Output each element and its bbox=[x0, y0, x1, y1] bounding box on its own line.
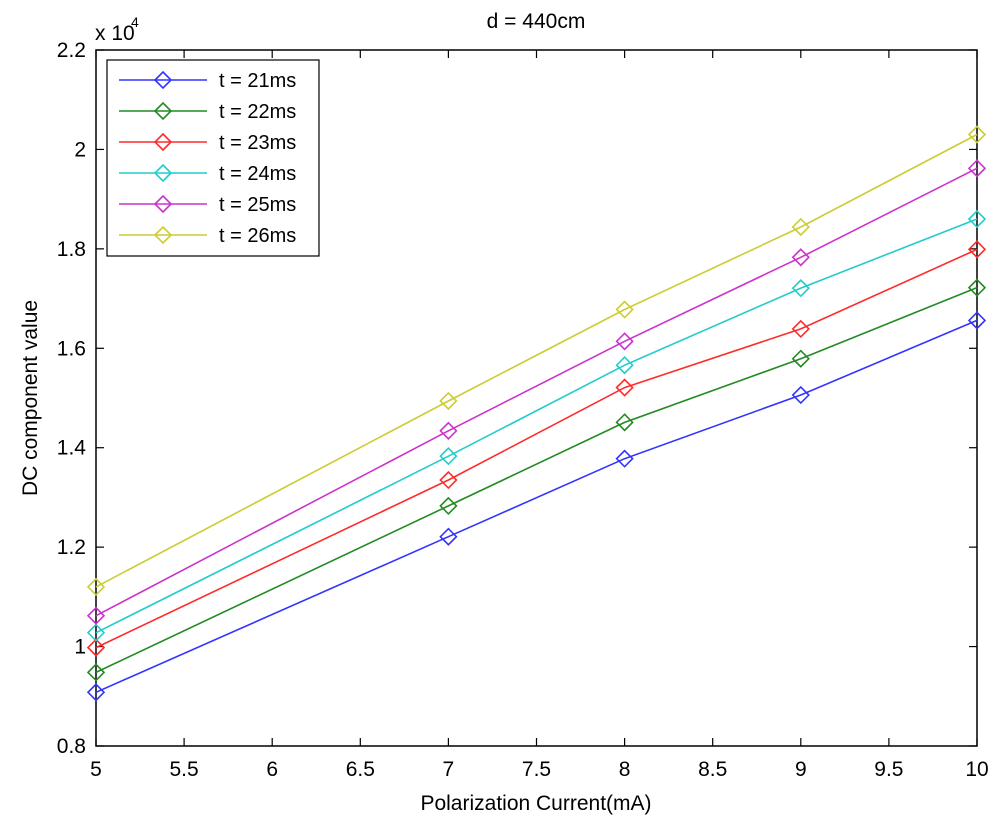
data-point bbox=[615, 356, 634, 375]
legend-label: t = 25ms bbox=[219, 194, 296, 216]
series-6 bbox=[86, 125, 987, 597]
legend-marker bbox=[153, 225, 173, 245]
y-exponent: x 10 4 bbox=[95, 14, 139, 45]
data-point bbox=[615, 449, 634, 468]
x-tick-label: 9 bbox=[795, 758, 807, 781]
y-tick-label: 1.2 bbox=[57, 536, 86, 559]
y-tick-label: 1.4 bbox=[57, 437, 87, 460]
data-point bbox=[791, 278, 810, 298]
series-2 bbox=[86, 278, 987, 682]
y-tick-label: 2 bbox=[74, 138, 86, 161]
y-exponent-power: 4 bbox=[131, 14, 139, 30]
x-tick-label: 5.5 bbox=[169, 758, 198, 781]
data-point bbox=[615, 332, 634, 351]
series-line bbox=[95, 167, 978, 617]
data-point bbox=[791, 217, 810, 237]
y-axis-label: DC component value bbox=[19, 300, 42, 496]
series-1 bbox=[86, 311, 987, 702]
legend-label: t = 26ms bbox=[219, 225, 296, 247]
legend-item: t = 24ms bbox=[119, 163, 296, 185]
series-3 bbox=[86, 240, 987, 657]
legend-label: t = 21ms bbox=[219, 70, 296, 92]
x-tick-label: 6.5 bbox=[346, 758, 375, 781]
x-tick-label: 7 bbox=[443, 758, 455, 781]
x-tick-label: 9.5 bbox=[874, 758, 903, 781]
legend-item: t = 25ms bbox=[119, 194, 296, 216]
x-tick-label: 5 bbox=[90, 758, 102, 781]
data-point bbox=[86, 638, 106, 657]
data-point bbox=[86, 606, 106, 625]
x-tick-label: 8 bbox=[619, 758, 631, 781]
y-axis-ticks: 0.8 1 1.2 1.4 1.6 1.8 2 2.2 bbox=[57, 39, 977, 758]
data-point bbox=[439, 421, 458, 440]
data-point bbox=[967, 311, 987, 330]
y-tick-label: 1.6 bbox=[57, 337, 86, 360]
legend-marker bbox=[153, 70, 173, 90]
x-axis-ticks: 5 5.5 6 6.5 7 7.5 8 8.5 9 9.5 10 bbox=[90, 50, 989, 781]
data-point bbox=[439, 527, 458, 546]
legend-label: t = 24ms bbox=[219, 163, 296, 185]
data-point bbox=[439, 496, 458, 516]
legend-box bbox=[106, 59, 320, 257]
legend-item: t = 22ms bbox=[119, 101, 296, 123]
data-point bbox=[439, 391, 458, 411]
data-point bbox=[439, 447, 458, 466]
x-tick-label: 10 bbox=[965, 758, 988, 781]
data-point bbox=[967, 125, 987, 144]
x-tick-label: 6 bbox=[266, 758, 278, 781]
series-line bbox=[95, 286, 978, 674]
series-4 bbox=[86, 209, 987, 642]
y-tick-label: 1.8 bbox=[57, 238, 86, 261]
legend-marker bbox=[153, 163, 173, 183]
data-point bbox=[86, 577, 106, 597]
x-tick-label: 8.5 bbox=[698, 758, 727, 781]
legend-item: t = 21ms bbox=[119, 70, 296, 92]
data-point bbox=[615, 378, 634, 397]
data-point bbox=[615, 300, 634, 319]
legend-marker bbox=[153, 101, 173, 121]
legend: t = 21ms t = 22ms t = 23ms t = 24ms t = 25ms… bbox=[106, 59, 320, 257]
legend-item: t = 26ms bbox=[119, 225, 296, 247]
y-tick-label: 1 bbox=[74, 636, 86, 659]
data-point bbox=[615, 413, 634, 432]
data-point bbox=[791, 349, 810, 368]
y-tick-label: 0.8 bbox=[57, 735, 86, 758]
series-line bbox=[95, 133, 978, 588]
series-layer bbox=[86, 125, 987, 702]
data-point bbox=[791, 248, 810, 267]
y-exponent-base: x 10 bbox=[95, 22, 135, 45]
data-point bbox=[967, 209, 987, 229]
legend-marker bbox=[153, 132, 173, 152]
legend-item: t = 23ms bbox=[119, 132, 296, 154]
series-line bbox=[95, 248, 978, 649]
data-point bbox=[967, 240, 987, 259]
y-tick-label: 2.2 bbox=[57, 39, 86, 62]
series-line bbox=[95, 319, 978, 694]
data-point bbox=[439, 470, 458, 490]
data-point bbox=[86, 683, 106, 702]
data-point bbox=[791, 319, 810, 339]
x-axis-label: Polarization Current(mA) bbox=[420, 792, 651, 815]
series-line bbox=[95, 218, 978, 634]
data-point bbox=[967, 159, 987, 178]
x-tick-label: 7.5 bbox=[522, 758, 551, 781]
legend-marker bbox=[153, 194, 173, 214]
data-point bbox=[967, 278, 987, 297]
series-5 bbox=[86, 159, 987, 625]
data-point bbox=[86, 663, 106, 682]
data-point bbox=[86, 623, 106, 642]
legend-label: t = 23ms bbox=[219, 132, 296, 154]
data-point bbox=[791, 385, 810, 405]
legend-label: t = 22ms bbox=[219, 101, 296, 123]
chart-title: d = 440cm bbox=[487, 10, 586, 33]
